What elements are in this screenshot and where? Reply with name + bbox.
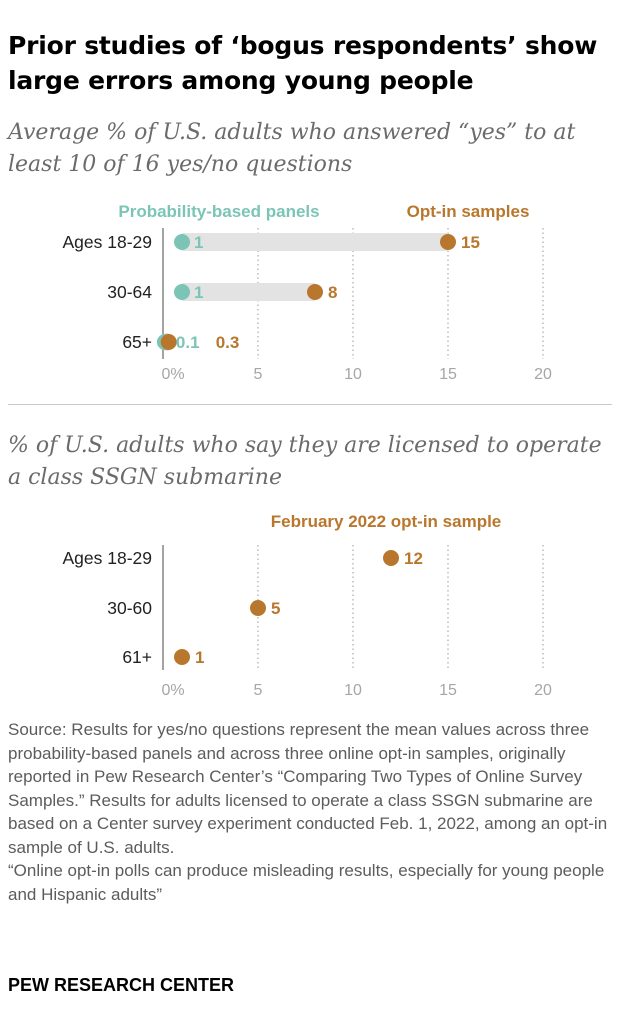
dot-s1-row1 (174, 234, 190, 250)
x-tick-label-15: 15 (439, 366, 457, 383)
category-label-1: Ages 18-29 (62, 232, 152, 252)
dot-s1-row2 (250, 600, 266, 616)
x-tick-label-5: 5 (254, 682, 263, 699)
legend-1: February 2022 opt-in sample (271, 512, 502, 531)
x-tick-label-10: 10 (344, 366, 362, 383)
source-text: Source: Results for yes/no questions rep… (8, 720, 608, 857)
dot-s2-row3 (160, 334, 177, 350)
chart2-subtitle: % of U.S. adults who say they are licens… (8, 433, 602, 490)
chart1-subtitle: Average % of U.S. adults who answered “y… (8, 120, 576, 177)
dot-s1-row2 (174, 284, 190, 300)
x-tick-label-5: 5 (254, 366, 263, 383)
dot-s2-row1 (440, 234, 456, 250)
data-label-s1-row1: 1 (194, 233, 203, 252)
category-label-3: 61+ (122, 647, 152, 667)
data-label-s1-row1: 12 (404, 549, 423, 568)
range-bar-1 (182, 233, 448, 251)
brand-logo-text: PEW RESEARCH CENTER (8, 975, 235, 995)
x-tick-label-0: 0% (161, 366, 184, 383)
data-label-s2-row1: 15 (461, 233, 480, 252)
x-tick-label-10: 10 (344, 682, 362, 699)
dot-s2-row2 (307, 284, 323, 300)
section-divider (8, 404, 612, 405)
x-tick-label-15: 15 (439, 682, 457, 699)
data-label-s2-row3: 0.3 (216, 333, 240, 352)
category-label-2: 30-64 (107, 282, 152, 302)
x-tick-label-20: 20 (534, 366, 552, 383)
source-report-title: “Online opt-in polls can produce mislead… (8, 861, 605, 904)
data-label-s1-row3: 1 (195, 648, 204, 667)
range-bar-2 (182, 283, 315, 301)
x-tick-label-20: 20 (534, 682, 552, 699)
dot-s1-row1 (383, 550, 399, 566)
legend-2: Opt-in samples (407, 202, 530, 221)
chart1-dot-plot: Probability-based panels Opt-in samples 0%… (62, 202, 552, 383)
data-label-s2-row2: 8 (328, 283, 337, 302)
source-note: Source: Results for yes/no questions rep… (8, 718, 612, 906)
category-label-3: 65+ (122, 332, 152, 352)
category-label-1: Ages 18-29 (62, 548, 152, 568)
data-label-s1-row3: 0.1 (176, 333, 200, 352)
data-label-s1-row2: 1 (194, 283, 203, 302)
x-tick-label-0: 0% (161, 682, 184, 699)
dot-s1-row3 (174, 649, 190, 665)
category-label-2: 30-60 (107, 598, 152, 618)
legend-1: Probability-based panels (118, 202, 319, 221)
chart-title: Prior studies of ‘bogus respondents’ sho… (8, 31, 598, 95)
data-label-s1-row2: 5 (271, 599, 280, 618)
